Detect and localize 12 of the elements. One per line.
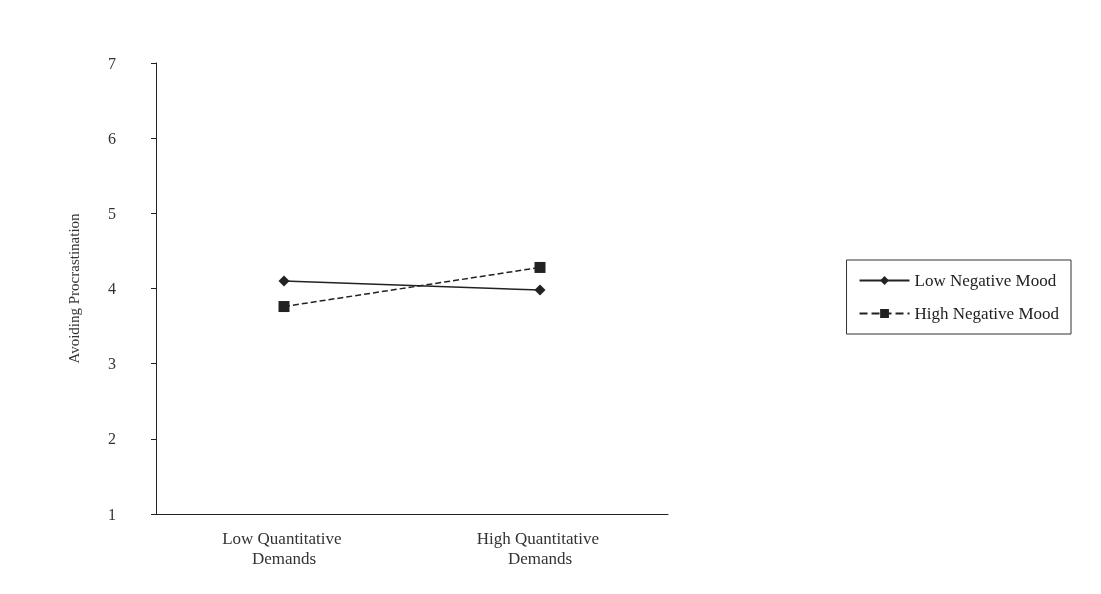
y-tick-label: 3 (108, 355, 116, 373)
legend-label: High Negative Mood (914, 304, 1060, 323)
y-tick-label: 6 (108, 129, 116, 147)
x-tick-label: High Quantitative Demands (476, 528, 604, 568)
y-tick-label: 4 (108, 280, 116, 297)
y-tick-label: 5 (108, 204, 116, 222)
y-tick-label: 7 (108, 54, 116, 72)
x-tick-label: Low Quantitative Demands (222, 528, 346, 568)
y-tick-label: 2 (108, 430, 116, 448)
legend-label: Low Negative Mood (914, 271, 1057, 290)
y-axis-title: Avoiding Procrastination (65, 212, 82, 364)
y-tick-label: 1 (108, 505, 116, 523)
